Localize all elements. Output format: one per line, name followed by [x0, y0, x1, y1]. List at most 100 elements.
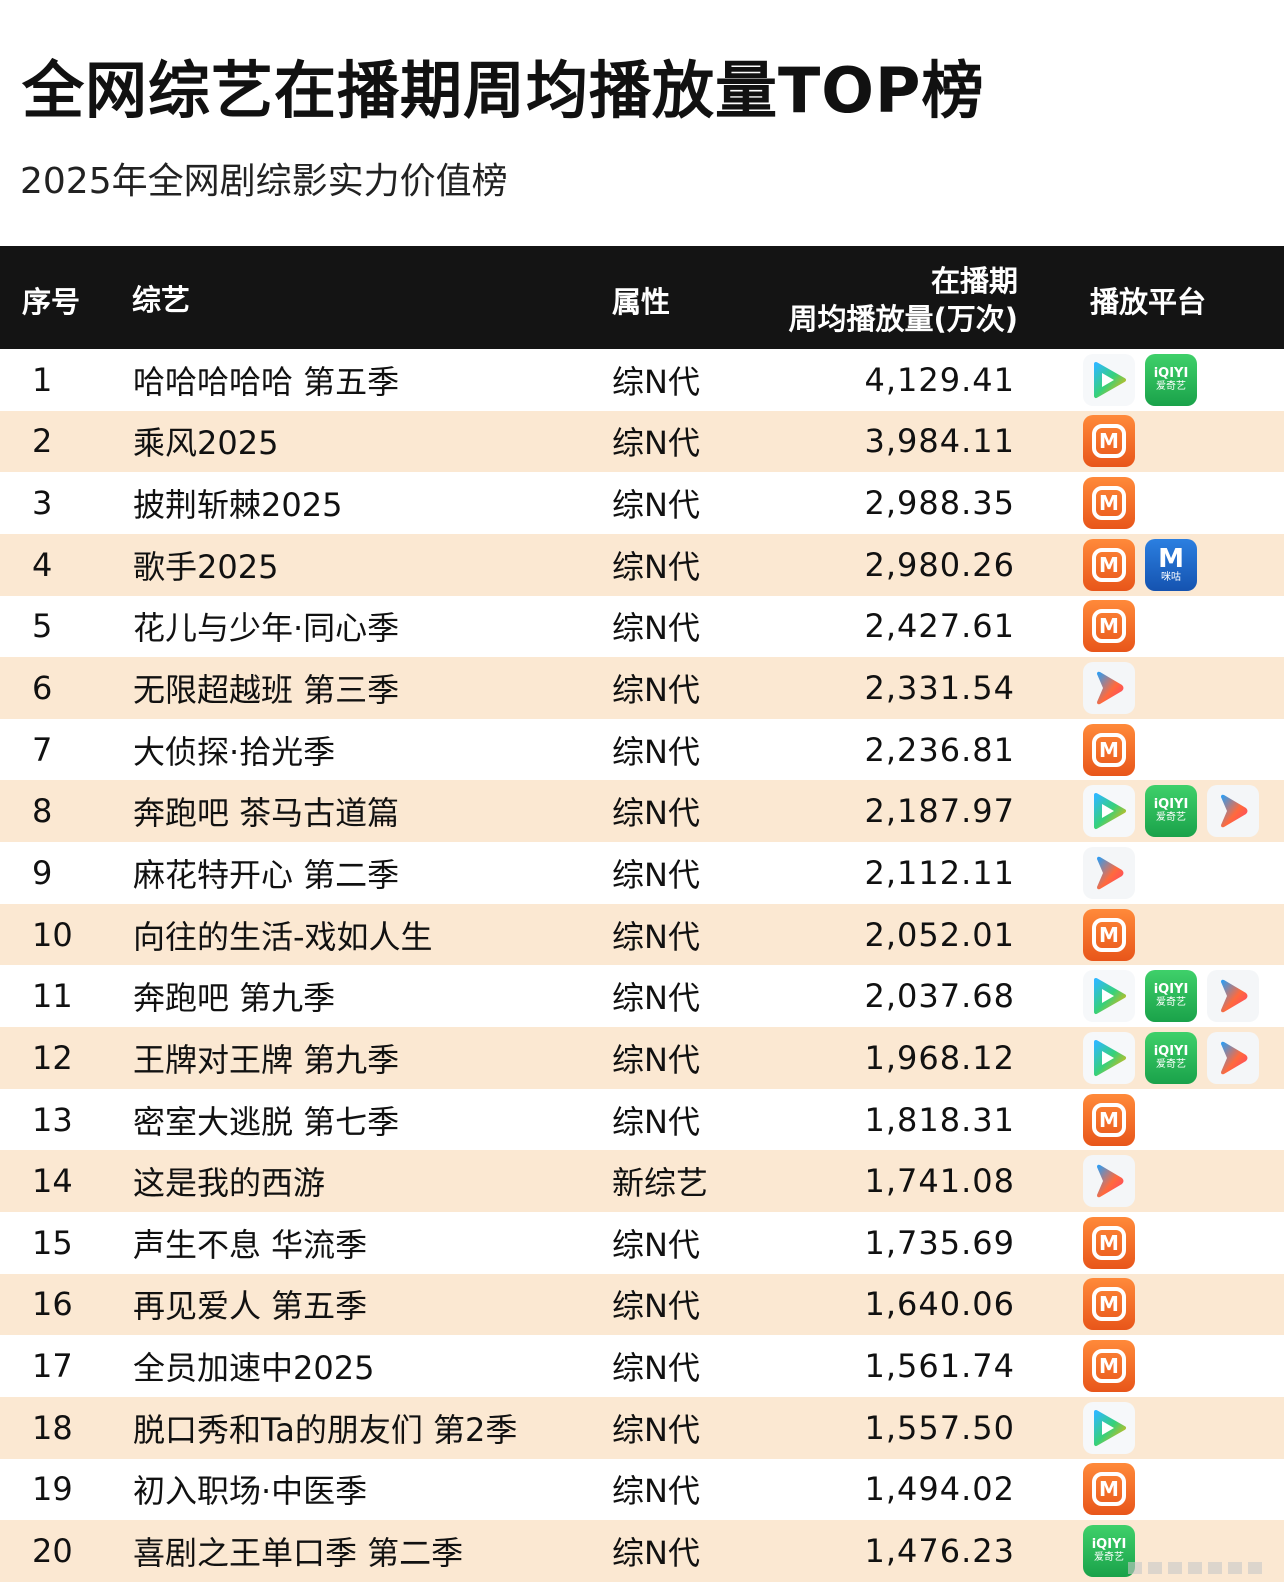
row-platforms: M	[1083, 1340, 1135, 1393]
row-rank: 11	[32, 977, 73, 1016]
row-name: 这是我的西游	[133, 1164, 326, 1203]
row-attribute: 综N代	[612, 671, 700, 710]
row-rank: 2	[32, 422, 53, 461]
iqiyi-icon: iQIYI 爱奇艺	[1145, 970, 1197, 1023]
row-value: 2,187.97	[864, 792, 1015, 831]
header-value-line2: 周均播放量(万次)	[788, 302, 1018, 336]
row-platforms: iQIYI 爱奇艺	[1083, 785, 1259, 838]
table-row: 8 奔跑吧 茶马古道篇 综N代 2,187.97 iQIYI 爱奇艺	[0, 780, 1284, 843]
row-rank: 15	[32, 1223, 73, 1262]
row-name: 密室大逃脱 第七季	[133, 1102, 400, 1141]
row-platforms: M M 咪咕	[1083, 538, 1197, 591]
row-name: 披荆斩棘2025	[133, 486, 343, 525]
row-rank: 16	[32, 1285, 73, 1324]
table-row: 13 密室大逃脱 第七季 综N代 1,818.31 M	[0, 1088, 1284, 1151]
row-name: 喜剧之王单口季 第二季	[133, 1533, 464, 1572]
row-rank: 7	[32, 730, 53, 769]
iqiyi-icon: iQIYI 爱奇艺	[1083, 1524, 1135, 1577]
row-value: 1,968.12	[864, 1038, 1015, 1077]
row-value: 1,818.31	[864, 1100, 1015, 1139]
row-attribute: 综N代	[612, 1533, 700, 1572]
mango-tv-icon: M	[1083, 1216, 1135, 1269]
row-rank: 1	[32, 360, 53, 399]
row-rank: 4	[32, 545, 53, 584]
row-platforms	[1083, 1155, 1135, 1208]
iqiyi-icon: iQIYI 爱奇艺	[1145, 1031, 1197, 1084]
row-name: 奔跑吧 茶马古道篇	[133, 794, 400, 833]
header-value: 在播期 周均播放量(万次)	[788, 262, 1018, 338]
row-name: 大侦探·拾光季	[133, 732, 336, 771]
table-body: 1 哈哈哈哈哈 第五季 综N代 4,129.41 iQIYI 爱奇艺 2 乘风2025 综N代 3…	[0, 349, 1284, 1582]
row-attribute: 综N代	[612, 1349, 700, 1388]
row-value: 3,984.11	[864, 422, 1015, 461]
table-row: 6 无限超越班 第三季 综N代 2,331.54	[0, 657, 1284, 719]
youku-icon	[1083, 846, 1135, 899]
row-platforms	[1083, 662, 1135, 715]
table-row: 10 向往的生活-戏如人生 综N代 2,052.01 M	[0, 903, 1284, 966]
row-rank: 17	[32, 1347, 73, 1386]
row-attribute: 综N代	[612, 1410, 700, 1449]
row-rank: 19	[32, 1470, 73, 1509]
row-name: 全员加速中2025	[133, 1349, 375, 1388]
row-attribute: 综N代	[612, 917, 700, 956]
row-platforms: M	[1083, 723, 1135, 776]
row-name: 歌手2025	[133, 547, 279, 586]
row-value: 2,988.35	[864, 484, 1015, 523]
header-rank: 序号	[22, 285, 81, 319]
tencent-video-icon	[1083, 1401, 1135, 1454]
row-platforms: M	[1083, 908, 1135, 961]
row-attribute: 综N代	[612, 794, 700, 833]
row-platforms: M	[1083, 477, 1135, 530]
row-rank: 13	[32, 1100, 73, 1139]
row-rank: 14	[32, 1162, 73, 1201]
row-name: 花儿与少年·同心季	[133, 609, 400, 648]
row-platforms: M	[1083, 1093, 1135, 1146]
migu-icon: M 咪咕	[1145, 538, 1197, 591]
row-platforms: M	[1083, 415, 1135, 468]
tencent-video-icon	[1083, 1031, 1135, 1084]
row-platforms: iQIYI 爱奇艺	[1083, 970, 1259, 1023]
row-value: 2,037.68	[864, 977, 1015, 1016]
table-row: 12 王牌对王牌 第九季 综N代 1,968.12 iQIYI 爱奇艺	[0, 1027, 1284, 1089]
row-platforms: M	[1083, 1216, 1135, 1269]
mango-tv-icon: M	[1083, 600, 1135, 653]
table-row: 1 哈哈哈哈哈 第五季 综N代 4,129.41 iQIYI 爱奇艺	[0, 349, 1284, 411]
page-subtitle: 2025年全网剧综影实力价值榜	[20, 161, 508, 202]
row-attribute: 综N代	[612, 547, 700, 586]
row-attribute: 综N代	[612, 1472, 700, 1511]
mango-tv-icon: M	[1083, 415, 1135, 468]
mango-tv-icon: M	[1083, 1093, 1135, 1146]
header-attribute: 属性	[612, 285, 671, 319]
row-attribute: 综N代	[612, 855, 700, 894]
header-name: 综艺	[132, 283, 191, 317]
mango-tv-icon: M	[1083, 538, 1135, 591]
row-name: 脱口秀和Ta的朋友们 第2季	[133, 1410, 518, 1449]
row-attribute: 综N代	[612, 1287, 700, 1326]
row-name: 哈哈哈哈哈 第五季	[133, 362, 400, 401]
row-rank: 9	[32, 853, 53, 892]
row-platforms: M	[1083, 600, 1135, 653]
row-attribute: 综N代	[612, 979, 700, 1018]
table-row: 11 奔跑吧 第九季 综N代 2,037.68 iQIYI 爱奇艺	[0, 965, 1284, 1028]
row-value: 2,331.54	[864, 669, 1015, 708]
row-platforms: iQIYI 爱奇艺	[1083, 1524, 1135, 1577]
row-rank: 3	[32, 484, 53, 523]
youku-icon	[1207, 1031, 1259, 1084]
row-attribute: 综N代	[612, 486, 700, 525]
youku-icon	[1083, 1155, 1135, 1208]
table-header: 序号 综艺 属性 在播期 周均播放量(万次) 播放平台	[0, 246, 1284, 349]
row-name: 声生不息 华流季	[133, 1225, 368, 1264]
row-rank: 10	[32, 915, 73, 954]
row-value: 1,741.08	[864, 1162, 1015, 1201]
row-name: 奔跑吧 第九季	[133, 979, 336, 1018]
row-value: 2,236.81	[864, 730, 1015, 769]
row-platforms	[1083, 1401, 1135, 1454]
row-attribute: 综N代	[612, 732, 700, 771]
row-attribute: 综N代	[612, 609, 700, 648]
row-attribute: 综N代	[612, 362, 700, 401]
row-rank: 12	[32, 1038, 73, 1077]
table-row: 18 脱口秀和Ta的朋友们 第2季 综N代 1,557.50	[0, 1396, 1284, 1459]
row-platforms: iQIYI 爱奇艺	[1083, 1031, 1259, 1084]
row-rank: 8	[32, 792, 53, 831]
header-value-line1: 在播期	[930, 264, 1018, 298]
